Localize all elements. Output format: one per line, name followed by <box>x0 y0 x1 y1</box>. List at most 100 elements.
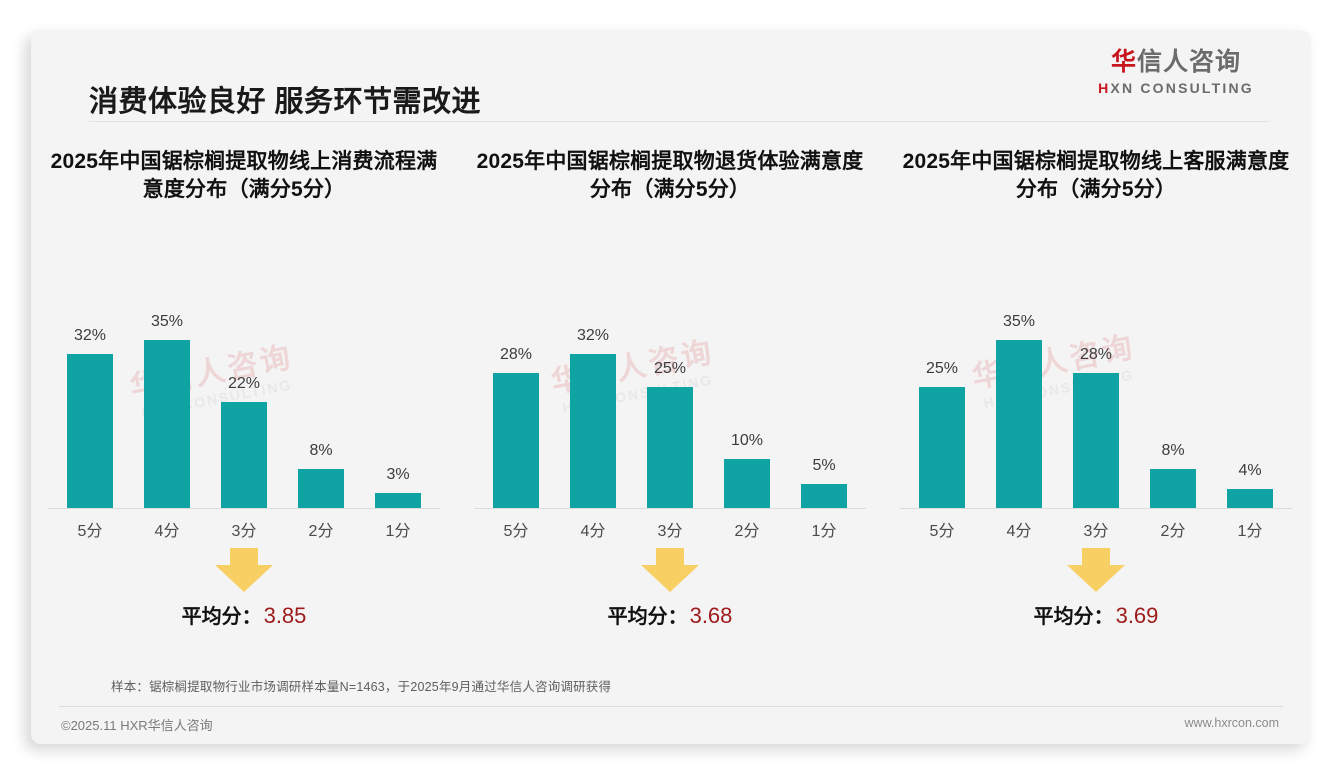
brand-logo: 华信人咨询 HXN CONSULTING <box>1081 48 1271 96</box>
axis-line <box>48 508 440 509</box>
bar-label: 22% <box>227 375 261 392</box>
average-label: 平均分： <box>181 606 262 628</box>
bar-slot: 28% <box>482 298 550 508</box>
tick-label: 3分 <box>657 523 683 540</box>
average-label: 平均分： <box>607 606 688 628</box>
average-arrow-wrap-1 <box>31 548 457 598</box>
tick-label: 2分 <box>308 523 334 540</box>
copyright-text: ©2025.11 HXR华信人咨询 <box>61 718 213 733</box>
bar-label: 35% <box>1002 313 1036 330</box>
bar-label: 3% <box>386 466 410 483</box>
chart-plot-2: 28% 32% 25% 10% 5% 5分 4分 3分 2分 1分 <box>457 298 883 543</box>
bar-slot: 3% <box>364 298 432 508</box>
bar-slot: 28% <box>1062 298 1130 508</box>
bar-slot: 8% <box>287 298 355 508</box>
chart-title-2: 2025年中国锯棕榈提取物退货体验满意度分布（满分5分） <box>476 150 864 201</box>
tick-label: 5分 <box>503 523 529 540</box>
down-arrow-icon <box>641 548 699 592</box>
bar-label: 32% <box>73 327 107 344</box>
slide-footer: ©2025.11 HXR华信人咨询 www.hxrcon.com <box>31 707 1311 744</box>
average-score-3: 平均分：3.69 <box>883 600 1309 629</box>
bar <box>298 469 344 508</box>
chart-title-1: 2025年中国锯棕榈提取物线上消费流程满意度分布（满分5分） <box>50 150 438 201</box>
bar <box>919 387 965 508</box>
bar <box>996 340 1042 508</box>
bar-slot: 35% <box>985 298 1053 508</box>
bar-label: 8% <box>309 442 333 459</box>
logo-chinese-accent: 华 <box>1110 48 1137 76</box>
bar-slot: 32% <box>559 298 627 508</box>
bar-slot: 32% <box>56 298 124 508</box>
bar-label: 28% <box>1079 346 1113 363</box>
bars-1: 32% 35% 22% 8% 3% <box>48 298 440 508</box>
tick-label: 4分 <box>1006 523 1032 540</box>
bar-label: 4% <box>1238 462 1262 479</box>
chart-plot-1: 32% 35% 22% 8% 3% 5分 4分 3分 2分 1分 <box>31 298 457 543</box>
bar <box>1073 373 1119 508</box>
bar <box>67 354 113 508</box>
bar-label: 32% <box>576 327 610 344</box>
sample-footnote: 样本：锯棕榈提取物行业市场调研样本量N=1463，于2025年9月通过华信人咨询… <box>111 680 612 694</box>
bar <box>493 373 539 508</box>
bars-2: 28% 32% 25% 10% 5% <box>474 298 866 508</box>
bar-label: 25% <box>925 360 959 377</box>
bar <box>1227 489 1273 508</box>
website-text: www.hxrcon.com <box>1184 716 1279 730</box>
page-title: 消费体验良好 服务环节需改进 <box>89 86 482 118</box>
header-divider <box>89 121 1269 122</box>
bar <box>801 484 847 508</box>
bar-label: 5% <box>812 457 836 474</box>
average-value: 3.85 <box>263 603 307 628</box>
tick-label: 1分 <box>1237 523 1263 540</box>
slide-card: 消费体验良好 服务环节需改进 华信人咨询 HXN CONSULTING 2025… <box>31 30 1311 744</box>
bar-label: 10% <box>730 432 764 449</box>
down-arrow-icon <box>1067 548 1125 592</box>
logo-english: HXN CONSULTING <box>1081 81 1271 95</box>
down-arrow-icon <box>215 548 273 592</box>
slide-header: 消费体验良好 服务环节需改进 华信人咨询 HXN CONSULTING <box>31 30 1311 122</box>
tick-label: 3分 <box>1083 523 1109 540</box>
tick-label: 4分 <box>154 523 180 540</box>
tick-label: 2分 <box>1160 523 1186 540</box>
average-value: 3.69 <box>1115 603 1159 628</box>
tick-label: 5分 <box>929 523 955 540</box>
average-score-1: 平均分：3.85 <box>31 600 457 629</box>
average-arrow-wrap-3 <box>883 548 1309 598</box>
tick-label: 5分 <box>77 523 103 540</box>
bars-3: 25% 35% 28% 8% 4% <box>900 298 1292 508</box>
bar <box>570 354 616 508</box>
chart-panel-2: 2025年中国锯棕榈提取物退货体验满意度分布（满分5分） 华信人咨询 HXN C… <box>457 148 883 668</box>
axis-line <box>474 508 866 509</box>
bar <box>724 459 770 508</box>
tick-labels-1: 5分 4分 3分 2分 1分 <box>48 517 440 541</box>
bar-label: 25% <box>653 360 687 377</box>
tick-label: 3分 <box>231 523 257 540</box>
average-arrow-wrap-2 <box>457 548 883 598</box>
tick-label: 1分 <box>811 523 837 540</box>
chart-panel-1: 2025年中国锯棕榈提取物线上消费流程满意度分布（满分5分） 华信人咨询 HXN… <box>31 148 457 668</box>
average-score-2: 平均分：3.68 <box>457 600 883 629</box>
charts-row: 2025年中国锯棕榈提取物线上消费流程满意度分布（满分5分） 华信人咨询 HXN… <box>31 148 1311 668</box>
tick-label: 4分 <box>580 523 606 540</box>
logo-english-rest: XN CONSULTING <box>1110 80 1254 96</box>
bar-label: 28% <box>499 346 533 363</box>
average-value: 3.68 <box>689 603 733 628</box>
logo-chinese-rest: 信人咨询 <box>1137 48 1242 76</box>
logo-english-accent: H <box>1098 80 1111 96</box>
chart-panel-3: 2025年中国锯棕榈提取物线上客服满意度分布（满分5分） 华信人咨询 HXN C… <box>883 148 1309 668</box>
tick-labels-3: 5分 4分 3分 2分 1分 <box>900 517 1292 541</box>
bar <box>144 340 190 508</box>
bar <box>647 387 693 508</box>
tick-label: 1分 <box>385 523 411 540</box>
bar-label: 35% <box>150 313 184 330</box>
chart-title-3: 2025年中国锯棕榈提取物线上客服满意度分布（满分5分） <box>902 150 1290 201</box>
footer-divider <box>59 706 1283 707</box>
bar-slot: 25% <box>908 298 976 508</box>
chart-plot-3: 25% 35% 28% 8% 4% 5分 4分 3分 2分 1分 <box>883 298 1309 543</box>
bar <box>1150 469 1196 508</box>
bar <box>221 402 267 508</box>
bar-slot: 35% <box>133 298 201 508</box>
bar-slot: 22% <box>210 298 278 508</box>
bar-slot: 8% <box>1139 298 1207 508</box>
